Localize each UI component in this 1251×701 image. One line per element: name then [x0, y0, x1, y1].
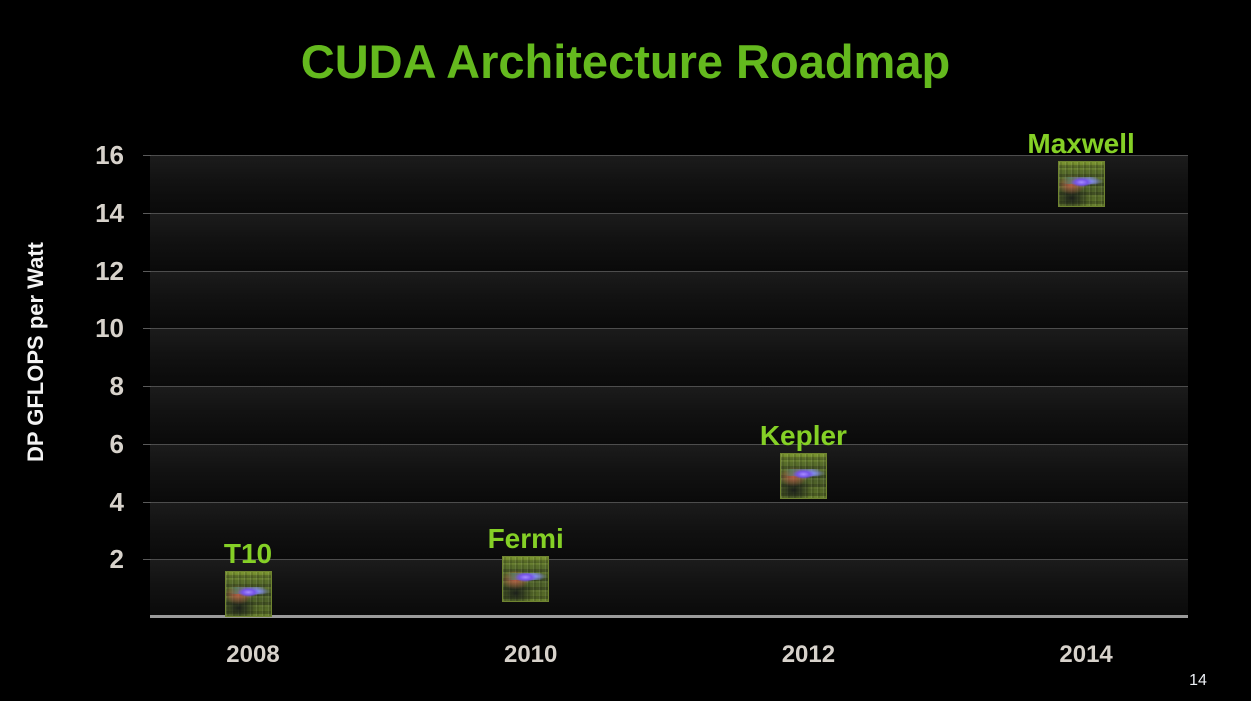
- gridline: [150, 270, 1188, 272]
- chart-band: [150, 501, 1188, 560]
- y-tick-mark: [143, 155, 151, 156]
- y-tick-label: 12: [95, 255, 124, 286]
- gpu-die-image-maxwell: [1057, 160, 1105, 207]
- point-label-t10: T10: [223, 537, 273, 569]
- gpu-die-image-t10: [224, 570, 272, 617]
- y-tick-mark: [143, 328, 151, 330]
- y-tick-label: 8: [109, 371, 124, 401]
- gridline: [150, 328, 1188, 330]
- x-axis-line: [150, 615, 1188, 618]
- point-label-kepler: Kepler: [759, 419, 847, 451]
- x-tick-label: 2008: [226, 641, 280, 668]
- gridline: [150, 559, 1188, 561]
- gpu-die-image-fermi: [502, 556, 550, 603]
- gridline: [150, 386, 1188, 387]
- y-tick-mark: [143, 443, 151, 445]
- point-label-maxwell: Maxwell: [1027, 127, 1135, 159]
- chart-band: [150, 386, 1188, 444]
- y-tick-label: 10: [95, 313, 124, 344]
- chart-band: [150, 212, 1188, 271]
- point-label-fermi: Fermi: [487, 523, 564, 555]
- y-tick-mark: [143, 501, 151, 503]
- y-tick-label: 2: [109, 544, 124, 575]
- gridline: [150, 155, 1188, 156]
- gpu-die-image-kepler: [779, 452, 827, 499]
- y-tick-label: 14: [95, 197, 124, 228]
- y-tick-mark: [143, 559, 151, 561]
- gridline: [150, 501, 1188, 503]
- y-tick-mark: [143, 386, 151, 387]
- gridline: [150, 443, 1188, 445]
- y-tick-mark: [143, 212, 151, 214]
- y-tick-mark: [143, 270, 151, 272]
- chart-band: [150, 270, 1188, 329]
- x-tick-label: 2014: [1059, 641, 1113, 668]
- chart-band: [150, 443, 1188, 502]
- x-tick-label: 2010: [503, 641, 558, 668]
- chart-band: [150, 559, 1188, 617]
- gridline: [150, 212, 1188, 214]
- y-tick-label: 6: [109, 428, 124, 459]
- chart-band: [150, 155, 1188, 213]
- y-tick-label: 16: [95, 140, 124, 170]
- y-tick-label: 4: [109, 486, 124, 517]
- chart-band: [150, 328, 1188, 386]
- slide-title: CUDA Architecture Roadmap: [300, 35, 951, 88]
- page-number: 14: [1189, 672, 1207, 689]
- x-tick-label: 2012: [781, 641, 836, 668]
